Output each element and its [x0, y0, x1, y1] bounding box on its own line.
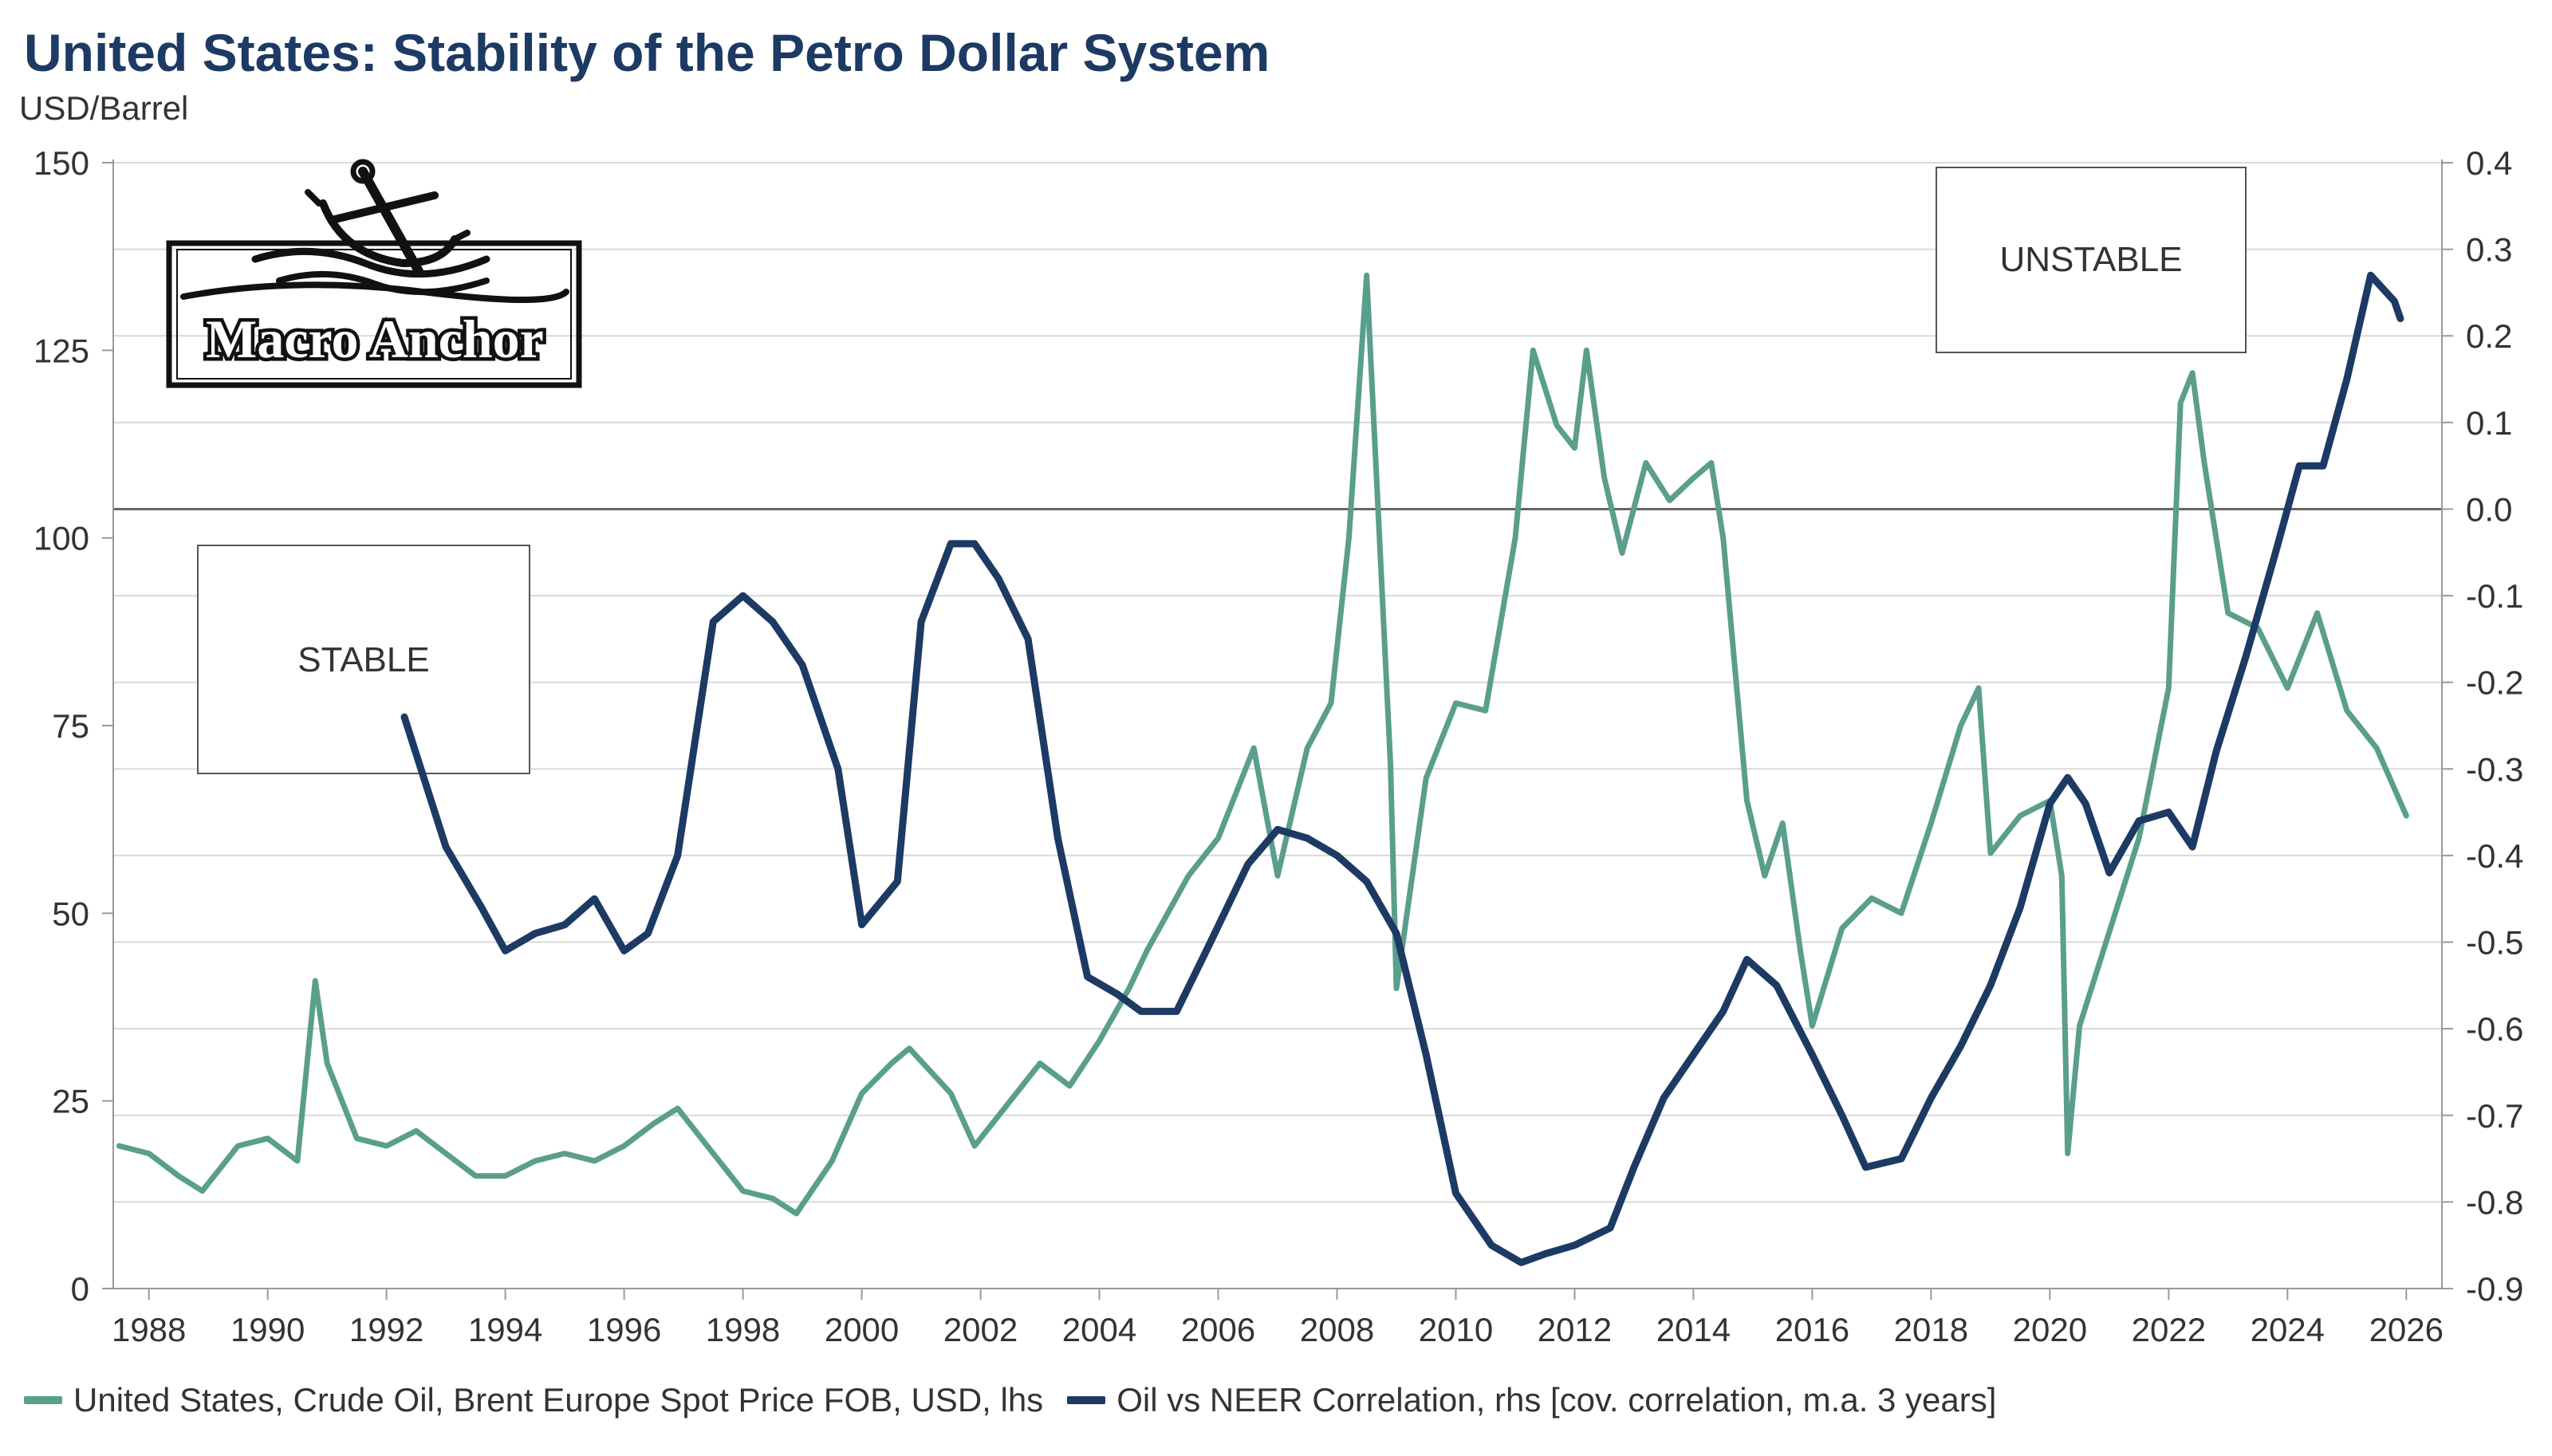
right-axis-tick-label: 0.0: [2466, 490, 2512, 528]
left-axis-tick-label: 75: [52, 707, 89, 745]
right-axis-tick-label: 0.2: [2466, 317, 2512, 355]
x-axis-tick-label: 2012: [1538, 1311, 1612, 1348]
x-axis-tick-label: 2024: [2251, 1311, 2325, 1348]
left-axis-tick-label: 150: [33, 144, 89, 182]
x-axis-tick-label: 2026: [2369, 1311, 2444, 1348]
axes: 0.4 0.3 0.2 0.1 0.0 -0.1 -0.2 -0.3 -0.4 -0.5 -0.6 -…: [33, 144, 2523, 1348]
left-axis-tick-label: 100: [33, 520, 89, 557]
right-axis-tick-label: -0.1: [2466, 577, 2523, 615]
x-axis-tick-label: 2020: [2013, 1311, 2087, 1348]
right-axis-tick-label: -0.8: [2466, 1183, 2523, 1221]
series-brent-oil-price-line: [116, 272, 2409, 1217]
left-axis-tick-label: 25: [52, 1083, 89, 1120]
chart-title: United States: Stability of the Petro Do…: [24, 23, 1270, 82]
x-axis-tick-label: 2006: [1181, 1311, 1255, 1348]
legend-swatch-correlation: [1067, 1396, 1106, 1404]
x-axis-tick-label: 1992: [349, 1311, 423, 1348]
x-axis-tick-label: 2016: [1775, 1311, 1849, 1348]
right-axis-tick-label: 0.3: [2466, 231, 2512, 269]
legend-label-oil: United States, Crude Oil, Brent Europe S…: [73, 1381, 1044, 1419]
right-axis-tick-label: -0.5: [2466, 924, 2523, 962]
series-layer: [116, 271, 2409, 1266]
stable-box: [197, 545, 530, 774]
right-axis-tick-label: -0.7: [2466, 1097, 2523, 1135]
left-axis-unit-label: USD/Barrel: [19, 89, 189, 127]
right-axis-tick-label: -0.3: [2466, 750, 2523, 788]
annotation-stable: STABLE: [297, 640, 429, 679]
left-axis-tick-label: 0: [71, 1270, 89, 1308]
right-axis-tick-label: -0.2: [2466, 664, 2523, 702]
x-axis-tick-label: 2014: [1656, 1311, 1731, 1348]
right-axis-tick-label: -0.9: [2466, 1270, 2523, 1308]
legend-swatch-oil: [24, 1396, 62, 1404]
legend-label-correlation: Oil vs NEER Correlation, rhs [cov. corre…: [1116, 1381, 1997, 1419]
legend-item-correlation: Oil vs NEER Correlation, rhs [cov. corre…: [1067, 1381, 1996, 1419]
x-axis-tick-label: 2004: [1062, 1311, 1136, 1348]
anchor-icon: [180, 159, 569, 303]
series-oil-neer-correlation-line: [400, 271, 2404, 1266]
x-axis-tick-label: 2002: [943, 1311, 1018, 1348]
x-axis-tick-label: 1988: [112, 1311, 186, 1348]
x-axis-tick-label: 1996: [587, 1311, 661, 1348]
right-axis-tick-label: 0.1: [2466, 404, 2512, 442]
x-axis-tick-label: 1998: [706, 1311, 780, 1348]
x-axis-tick-label: 2018: [1894, 1311, 1968, 1348]
unstable-box: [1936, 167, 2247, 353]
annotations: STABLE UNSTABLE: [197, 167, 2247, 774]
left-axis-tick-label: 50: [52, 895, 89, 932]
x-axis-tick-label: 1994: [468, 1311, 542, 1348]
x-axis-tick-label: 2022: [2132, 1311, 2206, 1348]
logo-text: Macro Anchor: [206, 309, 544, 369]
x-axis-tick-label: 2008: [1300, 1311, 1374, 1348]
x-axis-tick-label: 1990: [230, 1311, 305, 1348]
right-axis-tick-label: -0.6: [2466, 1010, 2523, 1048]
left-axis-tick-label: 125: [33, 332, 89, 369]
macro-anchor-logo: Macro Anchor: [166, 159, 582, 388]
right-axis-tick-label: -0.4: [2466, 837, 2523, 875]
x-axis-tick-label: 2000: [825, 1311, 899, 1348]
legend: United States, Crude Oil, Brent Europe S…: [24, 1376, 2020, 1424]
x-axis-tick-label: 2010: [1419, 1311, 1493, 1348]
right-axis-tick-label: 0.4: [2466, 144, 2512, 182]
legend-item-oil: United States, Crude Oil, Brent Europe S…: [24, 1381, 1043, 1419]
annotation-unstable: UNSTABLE: [1999, 240, 2182, 279]
